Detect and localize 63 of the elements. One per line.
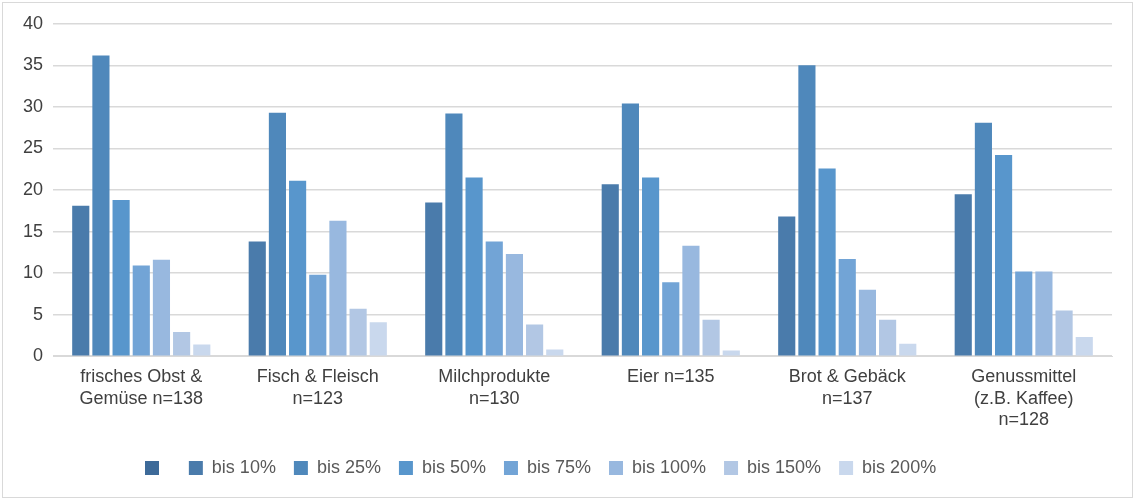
bar (722, 350, 740, 356)
bar (526, 324, 544, 356)
bar (879, 319, 897, 356)
y-tick-label: 25 (22, 137, 44, 158)
bar (425, 202, 443, 356)
bar (309, 274, 327, 356)
legend-label: bis 150% (747, 456, 822, 477)
bar (838, 258, 856, 356)
y-tick-label: 30 (22, 95, 44, 116)
y-tick-label: 5 (33, 303, 44, 324)
bar (92, 55, 110, 356)
bar (465, 177, 483, 356)
bar (349, 308, 367, 356)
bar (505, 253, 524, 356)
x-tick-label: frisches Obst & Gemüse n=138 (79, 365, 204, 408)
bar (1075, 337, 1093, 356)
legend-label: bis 25% (316, 456, 381, 477)
y-tick-label: 0 (33, 345, 44, 366)
bar (289, 180, 307, 356)
bar (268, 112, 286, 356)
bar (173, 332, 191, 356)
legend-label: bis 75% (526, 456, 592, 477)
bar (112, 199, 130, 356)
bar (152, 259, 171, 356)
x-tick-label: Eier n=135 (626, 365, 715, 386)
y-tick-label: 40 (22, 12, 44, 33)
bar (954, 194, 972, 356)
y-tick-label: 35 (22, 54, 44, 75)
bar (72, 205, 90, 356)
bar (858, 289, 876, 356)
bar (778, 216, 796, 356)
x-tick-label: Milchprodukte n=130 (438, 365, 551, 408)
bar (485, 241, 503, 356)
bar (329, 220, 347, 356)
y-tick-label: 10 (22, 262, 44, 283)
legend-label: bis 10% (211, 456, 276, 477)
bar (1015, 271, 1033, 356)
legend-label: bis 100% (632, 456, 707, 477)
legend-label: bis 50% (421, 456, 486, 477)
bar (369, 322, 387, 356)
bar (193, 344, 211, 356)
bar (662, 282, 680, 356)
bar (1055, 310, 1073, 356)
bar (682, 245, 700, 356)
bar (995, 155, 1013, 356)
x-tick-label: Brot & Gebäck n=137 (788, 365, 907, 408)
bar (702, 319, 720, 356)
bar (445, 113, 463, 356)
bar (248, 241, 266, 356)
bar (798, 65, 816, 356)
bar (974, 122, 992, 356)
x-tick-label: Genussmittel (z.B. Kaffee) n=128 (971, 365, 1077, 430)
bar (601, 184, 619, 356)
bar (132, 265, 150, 356)
x-tick-label: Fisch & Fleisch n=123 (256, 365, 379, 408)
bar (642, 177, 660, 356)
y-tick-label: 15 (22, 220, 44, 241)
bar (899, 343, 917, 356)
legend-label: bis 200% (862, 456, 937, 477)
y-tick-label: 20 (22, 178, 44, 199)
bar (1035, 271, 1053, 356)
bar (621, 103, 639, 356)
bar (818, 168, 836, 356)
